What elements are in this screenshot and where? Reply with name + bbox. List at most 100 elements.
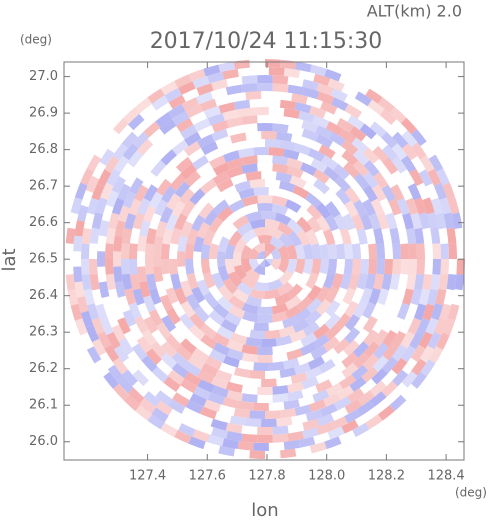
echo-cell bbox=[413, 197, 427, 215]
echo-cell bbox=[228, 305, 246, 319]
echo-cell bbox=[381, 380, 398, 398]
echo-cell bbox=[141, 355, 158, 373]
echo-cell bbox=[406, 227, 417, 245]
echo-cell bbox=[211, 120, 229, 133]
echo-cell bbox=[362, 185, 378, 203]
echo-cell bbox=[330, 416, 348, 430]
echo-cell bbox=[433, 182, 447, 200]
echo-cell bbox=[92, 338, 107, 357]
echo-cell bbox=[153, 251, 162, 267]
echo-cell bbox=[384, 259, 393, 275]
echo-cell bbox=[153, 266, 164, 283]
echo-cell bbox=[193, 306, 210, 323]
echo-cell bbox=[419, 155, 435, 173]
echo-cell bbox=[220, 318, 238, 333]
echo-cell bbox=[224, 312, 242, 326]
echo-cell bbox=[427, 168, 442, 186]
echo-cell bbox=[344, 408, 362, 424]
echo-cell bbox=[227, 157, 244, 170]
echo-cell bbox=[118, 337, 134, 356]
echo-cell bbox=[180, 378, 198, 394]
echo-cell bbox=[227, 348, 244, 361]
echo-cell bbox=[222, 69, 239, 80]
echo-cell bbox=[315, 202, 332, 219]
echo-cell bbox=[402, 212, 414, 230]
echo-cell bbox=[212, 332, 230, 347]
echo-cell bbox=[339, 273, 352, 290]
echo-cell bbox=[217, 265, 230, 282]
echo-cell bbox=[327, 259, 337, 275]
echo-cell bbox=[305, 228, 319, 246]
echo-cell bbox=[257, 434, 273, 443]
echo-cell bbox=[385, 212, 398, 230]
echo-cell bbox=[265, 138, 281, 148]
echo-cell bbox=[86, 154, 102, 172]
echo-cell bbox=[253, 281, 269, 292]
echo-cell bbox=[276, 131, 293, 142]
echo-cell bbox=[128, 302, 142, 320]
echo-cell bbox=[112, 383, 130, 401]
echo-cell bbox=[216, 178, 234, 193]
echo-cell bbox=[91, 212, 104, 229]
echo-cell bbox=[410, 288, 422, 306]
echo-cell bbox=[316, 413, 335, 427]
echo-cell bbox=[425, 317, 439, 335]
echo-cell bbox=[279, 408, 297, 419]
echo-cell bbox=[253, 402, 269, 411]
echo-cell bbox=[202, 272, 216, 289]
echo-cell bbox=[128, 243, 138, 259]
echo-cell bbox=[199, 98, 217, 112]
echo-cell bbox=[302, 87, 320, 100]
echo-cell bbox=[223, 355, 240, 368]
echo-cell bbox=[122, 309, 137, 327]
echo-cell bbox=[212, 303, 230, 319]
echo-cell bbox=[144, 259, 154, 275]
echo-cell bbox=[400, 155, 417, 173]
echo-cell bbox=[356, 228, 368, 245]
echo-cell bbox=[105, 227, 116, 245]
echo-cell bbox=[313, 178, 330, 195]
echo-cell bbox=[253, 322, 269, 332]
echo-cell bbox=[277, 281, 294, 296]
echo-cell bbox=[146, 227, 157, 245]
echo-cell bbox=[163, 376, 181, 392]
echo-cell bbox=[427, 332, 442, 350]
echo-cell bbox=[233, 59, 250, 70]
echo-cell bbox=[406, 273, 417, 291]
echo-cell bbox=[241, 75, 258, 85]
echo-cell bbox=[151, 95, 169, 111]
echo-cell bbox=[168, 259, 179, 275]
echo-cell bbox=[189, 393, 207, 407]
echo-cell bbox=[309, 399, 327, 413]
echo-cell bbox=[167, 369, 185, 386]
echo-cell bbox=[121, 228, 133, 245]
echo-cell bbox=[151, 407, 169, 423]
echo-cell bbox=[117, 183, 131, 201]
echo-cell bbox=[362, 315, 378, 333]
echo-cell bbox=[168, 399, 186, 414]
echo-cell bbox=[343, 259, 354, 275]
echo-cell bbox=[430, 303, 444, 321]
echo-cell bbox=[81, 273, 92, 291]
echo-cell bbox=[74, 182, 88, 200]
echo-cell bbox=[209, 349, 226, 363]
echo-cell bbox=[310, 158, 328, 173]
echo-cell bbox=[416, 259, 425, 275]
echo-cell bbox=[368, 213, 381, 230]
echo-cell bbox=[286, 259, 297, 274]
echo-cell bbox=[290, 372, 308, 384]
echo-cell bbox=[165, 334, 182, 351]
echo-cell bbox=[257, 386, 273, 396]
echo-cell bbox=[175, 156, 193, 173]
echo-cell bbox=[294, 243, 306, 259]
echo-cell bbox=[151, 366, 169, 383]
echo-cell bbox=[245, 268, 261, 282]
echo-cell bbox=[349, 126, 367, 142]
echo-cell bbox=[174, 430, 192, 444]
echo-cell bbox=[382, 343, 398, 361]
echo-cell bbox=[261, 131, 277, 140]
echo-cell bbox=[156, 178, 172, 196]
echo-cell bbox=[294, 404, 312, 416]
echo-cell bbox=[217, 296, 234, 312]
echo-cell bbox=[323, 166, 340, 182]
